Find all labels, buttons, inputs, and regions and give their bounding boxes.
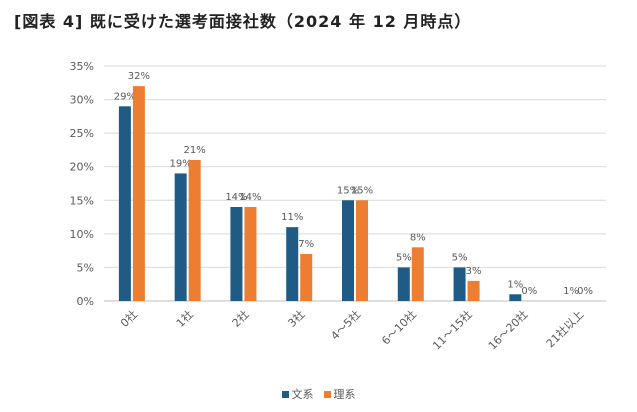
legend-item-rikei: 理系 [323, 386, 356, 402]
bar-bunkei [509, 294, 522, 301]
data-label: 0% [577, 286, 593, 297]
bar-bunkei [397, 267, 410, 301]
y-tick-label: 35% [70, 60, 94, 73]
data-label: 29% [114, 91, 136, 102]
data-label: 32% [128, 71, 150, 82]
legend-swatch-bunkei [281, 390, 289, 398]
x-tick-label: 0社 [117, 307, 140, 330]
bar-bunkei [453, 267, 466, 301]
data-label: 15% [351, 185, 373, 196]
y-tick-label: 10% [70, 228, 94, 241]
y-tick-label: 25% [70, 127, 94, 140]
x-tick-label: 3社 [285, 307, 308, 330]
data-label: 1% [563, 286, 579, 297]
data-label: 8% [410, 232, 426, 243]
bar-bunkei [230, 207, 243, 301]
data-label: 5% [452, 252, 468, 263]
data-label: 15% [337, 185, 359, 196]
x-tick-label: 4～5社 [328, 307, 363, 342]
data-label: 1% [507, 279, 523, 290]
bar-bunkei [342, 200, 354, 301]
bar-bunkei [174, 173, 187, 301]
x-tick-label: 16～20社 [485, 307, 530, 352]
chart-title: [図表 4] 既に受けた選考面接社数（2024 年 12 月時点） [14, 12, 472, 31]
bar-rikei [188, 160, 201, 301]
data-label: 19% [170, 158, 192, 169]
bar-bunkei [286, 227, 299, 301]
x-tick-label: 2社 [229, 307, 252, 330]
legend: 文系 理系 [0, 386, 637, 402]
x-tick-label: 21社以上 [543, 307, 586, 350]
legend-swatch-rikei [323, 390, 331, 398]
y-tick-label: 15% [70, 194, 94, 207]
data-label: 0% [521, 286, 537, 297]
bar-rikei [356, 200, 368, 301]
data-label: 11% [281, 212, 303, 223]
x-tick-label: 1社 [173, 307, 196, 330]
data-label: 14% [225, 192, 247, 203]
data-label: 7% [298, 239, 314, 250]
data-label: 21% [184, 145, 206, 156]
data-label: 14% [239, 192, 261, 203]
bar-rikei [300, 254, 313, 301]
x-tick-label: 11～15社 [429, 307, 474, 352]
x-tick-label: 6～10社 [379, 307, 419, 347]
y-tick-label: 0% [77, 295, 94, 308]
legend-label-bunkei: 文系 [291, 388, 314, 401]
legend-item-bunkei: 文系 [281, 386, 314, 402]
data-label: 3% [466, 266, 482, 277]
y-tick-label: 30% [70, 94, 94, 107]
bar-bunkei [118, 106, 131, 302]
bar-rikei [467, 280, 480, 301]
bar-rikei [244, 207, 257, 301]
legend-label-rikei: 理系 [333, 388, 356, 401]
bar-rikei [411, 247, 424, 301]
y-tick-label: 5% [77, 261, 94, 274]
data-label: 5% [396, 252, 412, 263]
y-tick-label: 20% [70, 161, 94, 174]
bar-rikei [132, 86, 145, 302]
